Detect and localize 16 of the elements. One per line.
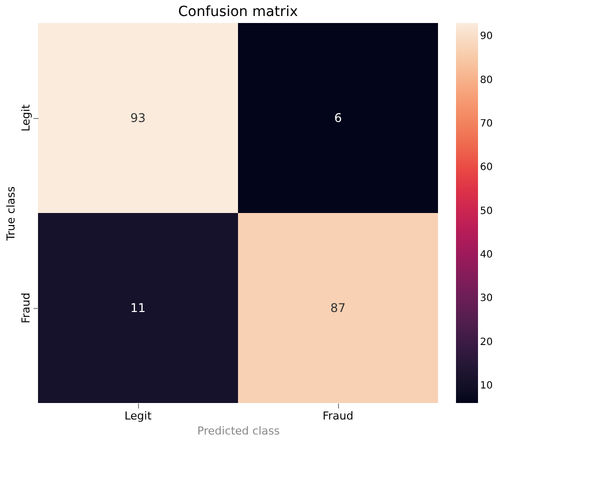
data-label: 87 <box>330 301 346 315</box>
color-bar-label: 40 <box>480 249 493 260</box>
chart-title: Confusion matrix <box>178 4 298 20</box>
x-axis-title: Predicted class <box>197 424 280 438</box>
color-bar-label: 60 <box>480 162 493 174</box>
color-bar-label: 80 <box>480 74 493 86</box>
data-label: 11 <box>130 301 146 315</box>
color-bar-label: 20 <box>480 336 493 348</box>
color-bar-label: 10 <box>480 380 493 392</box>
y-axis-title: True class <box>4 186 18 242</box>
color-bar-label: 90 <box>480 31 493 42</box>
data-label: 93 <box>130 111 146 125</box>
color-bar-label: 50 <box>480 206 493 217</box>
data-label: 6 <box>334 111 342 125</box>
color-bar-label: 70 <box>480 118 493 130</box>
color-bar-label: 30 <box>480 293 493 304</box>
